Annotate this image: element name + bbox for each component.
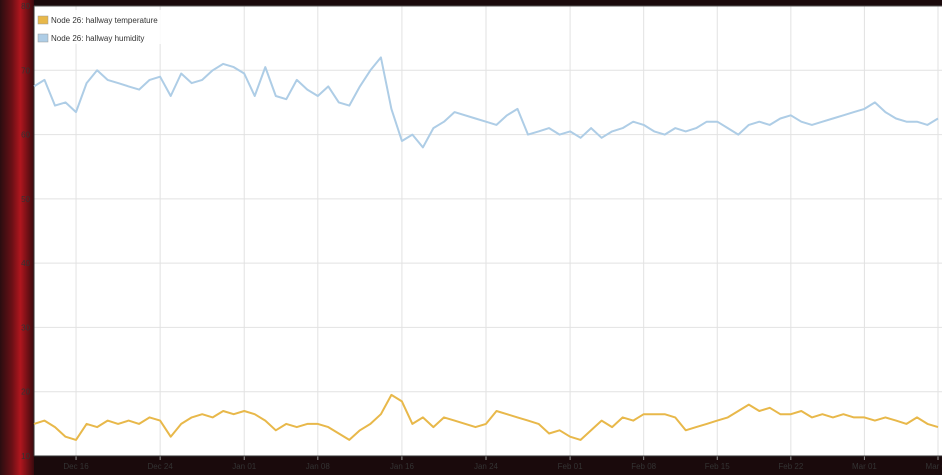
- plot-background: [34, 6, 942, 456]
- x-tick-label: Mar 01: [852, 462, 877, 471]
- x-tick-label: Jan 16: [390, 462, 415, 471]
- x-tick-label: Jan 08: [306, 462, 331, 471]
- legend-swatch-humidity: [37, 33, 49, 43]
- axes: 10 20 30 40 50 60 70 80 Dec 16 Dec 24 Jan 01 Jan 08…: [21, 2, 942, 471]
- y-tick-label: 10: [21, 452, 30, 461]
- x-tick-label: Dec 16: [63, 462, 89, 471]
- series-line-temperature: [33, 393, 939, 441]
- series: [33, 56, 939, 441]
- y-tick-label: 70: [21, 66, 30, 75]
- y-tick-label: 40: [21, 259, 30, 268]
- legend: Node 26: hallway temperature Node 26: ha…: [36, 10, 172, 44]
- x-tick-label: Feb 01: [558, 462, 583, 471]
- y-tick-label: 60: [21, 131, 30, 140]
- x-tick-label: Feb 22: [778, 462, 803, 471]
- x-tick-label: Feb 15: [705, 462, 730, 471]
- background-image: [0, 0, 34, 475]
- x-tick-label: Jan 24: [474, 462, 499, 471]
- x-tick-label: Feb 08: [631, 462, 656, 471]
- y-tick-label: 80: [21, 2, 30, 11]
- x-tick-label: Dec 24: [147, 462, 173, 471]
- y-tick-label: 50: [21, 195, 30, 204]
- legend-label-humidity: Node 26: hallway humidity: [51, 34, 144, 43]
- legend-box: [36, 10, 172, 44]
- series-line-humidity: [33, 56, 939, 149]
- y-tick-label: 30: [21, 323, 30, 332]
- legend-swatch-temperature: [37, 15, 49, 25]
- x-tick-label: Jan 01: [232, 462, 257, 471]
- x-tick-label: Mar 08: [926, 462, 942, 471]
- legend-label-temperature: Node 26: hallway temperature: [51, 16, 158, 25]
- y-tick-label: 20: [21, 388, 30, 397]
